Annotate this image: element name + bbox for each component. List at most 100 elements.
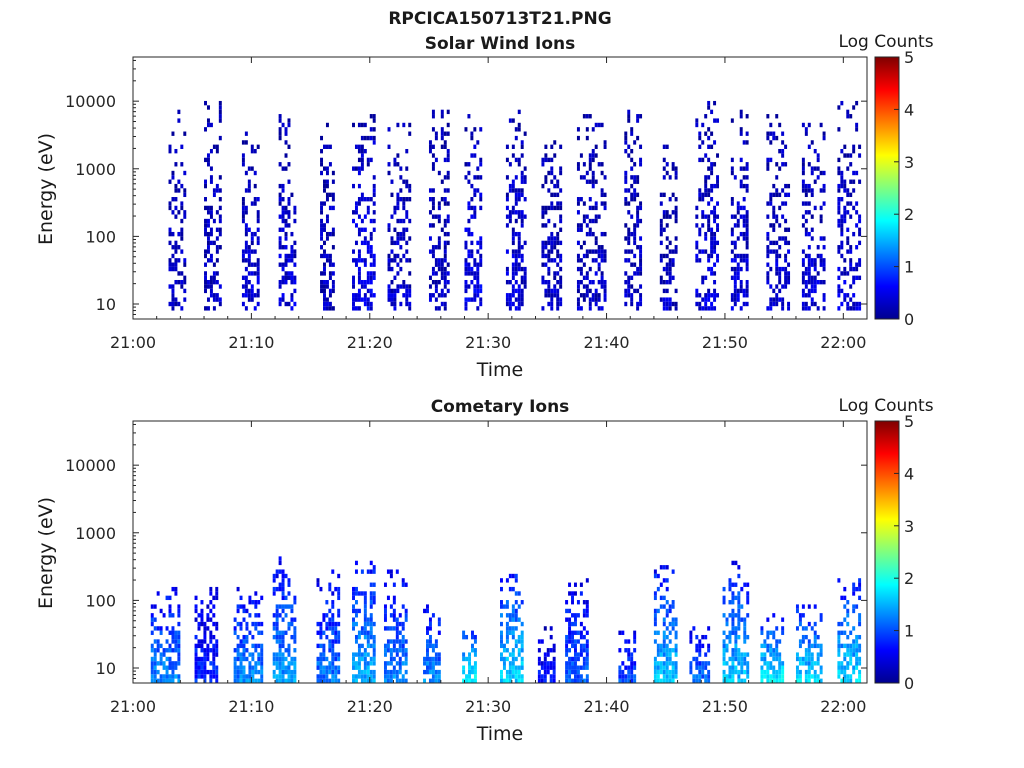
heatmap-cell (798, 613, 802, 618)
heatmap-cell (393, 210, 397, 215)
heatmap-cell (251, 643, 255, 649)
heatmap-cell (404, 648, 408, 653)
heatmap-cell (320, 210, 324, 215)
heatmap-cell (443, 253, 447, 259)
heatmap-cell (473, 214, 477, 219)
heatmap-cell (571, 678, 574, 683)
heatmap-cell (392, 656, 396, 662)
heatmap-cell (588, 166, 592, 171)
heatmap-cell (434, 669, 438, 675)
heatmap-cell (804, 192, 808, 198)
heatmap-cell (426, 648, 429, 653)
heatmap-cell (517, 127, 521, 132)
heatmap-cell (260, 648, 264, 653)
heatmap-cell (183, 131, 187, 136)
heatmap-cell (473, 674, 477, 679)
heatmap-cell (502, 648, 506, 653)
heatmap-cell (730, 231, 734, 237)
heatmap-cell (239, 626, 243, 631)
heatmap-cell (840, 227, 844, 232)
x-axis-ticks: 21:00 21:10 21:20 21:30 21:40 21:50 22:00 (110, 421, 868, 716)
heatmap-cell (464, 284, 468, 289)
heatmap-cell (357, 148, 361, 154)
heatmap-cell (168, 665, 172, 670)
heatmap-cell (772, 678, 776, 683)
heatmap-cell (383, 665, 387, 670)
heatmap-cell (517, 157, 521, 163)
heatmap-cell (624, 288, 628, 294)
heatmap-cell (473, 262, 477, 267)
heatmap-cell (284, 205, 288, 211)
heatmap-cell (218, 297, 222, 302)
heatmap-cell (737, 678, 741, 683)
heatmap-cell (337, 608, 341, 614)
heatmap-cell (772, 135, 776, 141)
heatmap-cell (171, 175, 175, 180)
heatmap-cell (325, 236, 329, 241)
heatmap-cell (465, 678, 469, 683)
heatmap-cell (316, 630, 320, 635)
heatmap-cell (470, 197, 474, 202)
heatmap-cell (846, 621, 850, 627)
heatmap-cell (553, 140, 557, 145)
heatmap-cell (395, 661, 399, 666)
heatmap-cell (323, 279, 326, 285)
heatmap-cell (843, 183, 847, 189)
heatmap-cell (627, 231, 631, 237)
heatmap-cell (627, 210, 631, 215)
heatmap-cell (633, 678, 637, 683)
heatmap-cell (728, 634, 732, 640)
heatmap-cell (550, 288, 554, 294)
heatmap-cell (837, 183, 841, 189)
heatmap-cell (633, 223, 637, 228)
heatmap-cell (520, 634, 524, 640)
heatmap-cell (627, 144, 631, 149)
heatmap-cell (733, 275, 737, 280)
heatmap-cell (508, 214, 512, 219)
heatmap-cell (159, 674, 163, 679)
heatmap-cell (401, 648, 405, 653)
heatmap-cell (846, 114, 850, 119)
heatmap-cell (272, 573, 276, 579)
heatmap-cell (244, 258, 248, 263)
heatmap-cell (171, 293, 175, 298)
heatmap-cell (334, 652, 338, 657)
heatmap-cell (695, 288, 699, 294)
heatmap-cell (197, 613, 201, 618)
heatmap-cell (401, 678, 405, 683)
heatmap-cell (582, 661, 586, 666)
heatmap-cell (795, 608, 799, 614)
heatmap-cell (852, 665, 856, 670)
heatmap-cell (322, 656, 326, 662)
heatmap-cell (204, 227, 207, 232)
heatmap-cell (239, 652, 243, 657)
heatmap-cell (639, 162, 643, 167)
heatmap-cell (742, 205, 746, 211)
heatmap-cell (816, 634, 820, 640)
heatmap-cell (704, 183, 708, 189)
heatmap-cell (508, 293, 512, 298)
heatmap-cell (245, 656, 249, 662)
heatmap-cell (473, 639, 477, 644)
heatmap-cell (402, 179, 406, 184)
heatmap-cell (775, 643, 779, 649)
heatmap-cell (293, 669, 297, 675)
heatmap-cell (740, 678, 744, 683)
heatmap-cell (206, 231, 210, 237)
heatmap-cell (284, 604, 288, 609)
heatmap-cell (701, 279, 705, 285)
heatmap-cell (600, 162, 604, 167)
heatmap-cell (467, 205, 471, 211)
heatmap-cell (591, 218, 595, 224)
heatmap-cell (293, 639, 297, 644)
heatmap-cell (627, 669, 631, 675)
heatmap-cell (837, 275, 841, 280)
heatmap-cell (662, 301, 666, 307)
heatmap-cell (352, 210, 355, 215)
heatmap-cell (653, 569, 657, 574)
heatmap-cell (514, 249, 518, 254)
heatmap-cell (701, 275, 705, 280)
heatmap-cell (396, 262, 400, 267)
heatmap-cell (256, 144, 260, 149)
heatmap-cell (810, 279, 814, 285)
